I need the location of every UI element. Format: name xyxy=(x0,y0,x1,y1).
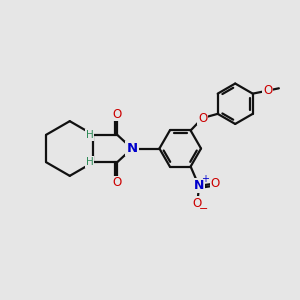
Text: −: − xyxy=(199,204,208,214)
Text: O: O xyxy=(198,112,207,124)
Text: O: O xyxy=(112,176,122,190)
Text: N: N xyxy=(194,179,204,192)
Text: N: N xyxy=(127,142,138,155)
Text: O: O xyxy=(211,177,220,190)
Text: O: O xyxy=(263,84,272,97)
Text: O: O xyxy=(193,196,202,210)
Text: H: H xyxy=(86,130,93,140)
Text: H: H xyxy=(86,157,93,167)
Text: O: O xyxy=(112,107,122,121)
Text: +: + xyxy=(201,174,209,184)
